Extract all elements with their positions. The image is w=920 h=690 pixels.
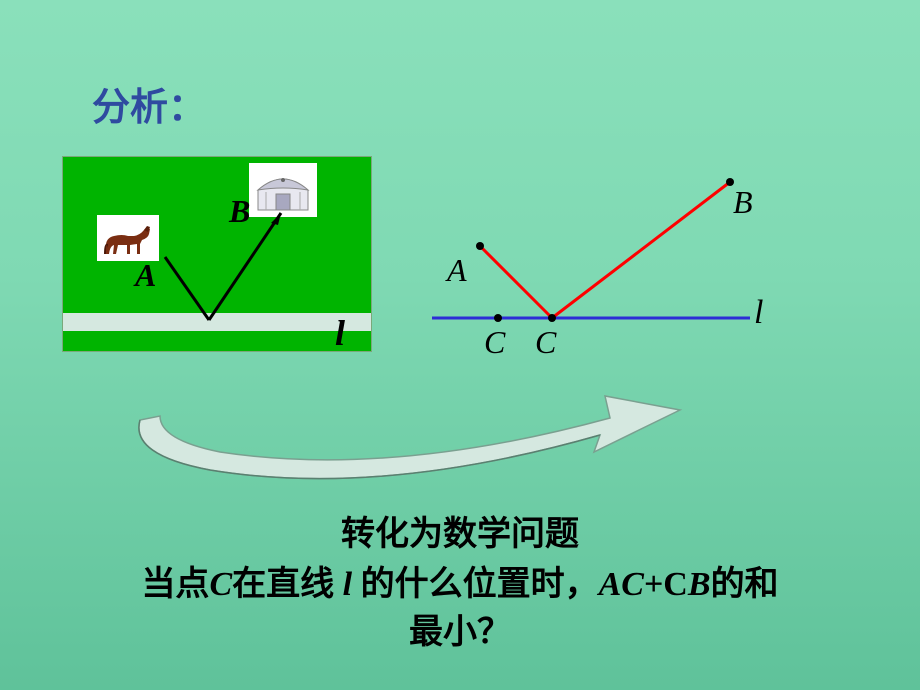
right-label-C2: C <box>535 324 556 361</box>
caption-l2-mid1: 在直线 <box>232 566 343 603</box>
left-label-B: B <box>229 193 250 230</box>
caption-l2-B: B <box>688 566 711 603</box>
caption-l2-C: C <box>209 566 232 603</box>
caption-line3-text: 最小？ <box>409 614 511 651</box>
segment-ac <box>480 246 552 318</box>
caption-line2: 当点C在直线 l 的什么位置时，AC+CB的和 <box>0 556 920 605</box>
right-label-C1: C <box>484 324 505 361</box>
left-label-A-text: A <box>135 257 156 293</box>
caption-line1-text: 转化为数学问题 <box>341 516 579 553</box>
right-label-l: l <box>754 294 763 332</box>
segment-cb <box>552 182 730 318</box>
caption-line3: 最小？ <box>0 604 920 653</box>
caption-l2-pre: 当点 <box>141 566 209 603</box>
point-a <box>476 242 484 250</box>
caption-l2-l: l <box>343 566 352 603</box>
scenario-panel: A B <box>62 156 372 352</box>
river-strip <box>63 313 371 331</box>
right-label-B-text: B <box>733 184 753 220</box>
yurt-image <box>249 163 317 217</box>
caption-l2-plus: +C <box>644 566 688 603</box>
right-label-A: A <box>447 252 467 289</box>
right-label-l-text: l <box>754 294 763 331</box>
caption-l2-AC: AC <box>599 566 644 603</box>
right-label-A-text: A <box>447 252 467 288</box>
yurt-icon <box>252 166 314 214</box>
point-c1 <box>494 314 502 322</box>
right-label-C1-text: C <box>484 324 505 360</box>
horse-image <box>97 215 159 261</box>
analysis-title: 分析： <box>92 76 206 131</box>
caption-line1: 转化为数学问题 <box>0 506 920 555</box>
left-label-l: l <box>335 312 345 354</box>
left-label-l-text: l <box>335 313 345 353</box>
right-label-C2-text: C <box>535 324 556 360</box>
horse-icon <box>100 218 156 258</box>
point-c2 <box>548 314 556 322</box>
left-label-A: A <box>135 257 156 294</box>
caption-l2-mid2: 的什么位置时， <box>352 566 599 603</box>
right-label-B: B <box>733 184 753 221</box>
title-text: 分析： <box>92 87 206 129</box>
left-label-B-text: B <box>229 193 250 229</box>
caption-l2-end: 的和 <box>711 566 779 603</box>
transform-arrow <box>120 380 760 500</box>
